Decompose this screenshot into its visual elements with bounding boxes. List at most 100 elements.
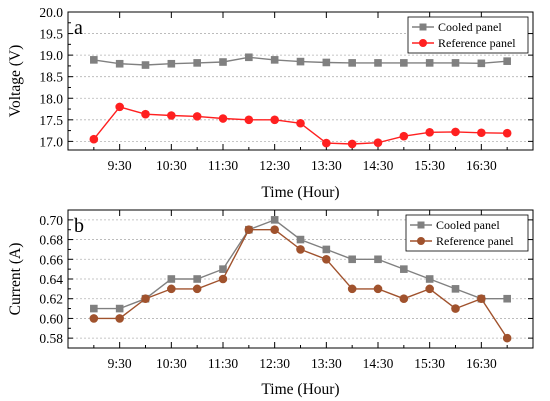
- y-tick-label: 17.0: [39, 134, 63, 149]
- legend-label: Cooled panel: [436, 218, 500, 232]
- data-point: [400, 265, 408, 273]
- data-point: [270, 225, 279, 235]
- x-tick-label: 15:30: [414, 158, 445, 173]
- data-point: [425, 59, 434, 67]
- x-tick-label: 16:30: [466, 356, 497, 371]
- panel-b: 0.58 0.60 0.62 0.64 0.66 0.68 0.70 9:30 10:30 11:…: [7, 209, 534, 398]
- data-point: [322, 138, 331, 148]
- data-point: [425, 128, 434, 137]
- legend-label: Reference panel: [436, 234, 514, 248]
- legend-label: Reference panel: [438, 36, 516, 50]
- y-tick-label: 19.0: [39, 48, 63, 63]
- data-point: [451, 59, 460, 67]
- legend-marker: [419, 39, 427, 47]
- data-point: [270, 115, 279, 125]
- series-cooled-panel: [90, 53, 511, 69]
- x-tick-label: 12:30: [259, 356, 290, 371]
- data-point: [296, 118, 305, 128]
- y-tick-label: 0.68: [39, 233, 63, 248]
- panel-label: b: [74, 215, 84, 237]
- data-point: [399, 294, 409, 304]
- data-point: [425, 275, 434, 283]
- data-point: [115, 304, 124, 313]
- data-point: [477, 294, 486, 304]
- data-point: [167, 59, 176, 68]
- legend-box: [407, 16, 529, 54]
- y-tick-label: 0.66: [39, 252, 63, 267]
- x-tick-label: 13:30: [311, 158, 342, 173]
- data-point: [502, 333, 512, 343]
- x-axis-title: Time (Hour): [261, 381, 339, 398]
- data-point: [503, 294, 511, 303]
- y-tick-label: 0.64: [39, 272, 63, 287]
- data-point: [192, 284, 202, 294]
- y-tick-label: 0.70: [39, 213, 63, 228]
- data-point: [296, 235, 305, 244]
- x-tick-label: 14:30: [363, 356, 394, 371]
- legend-label: Cooled panel: [438, 20, 502, 34]
- data-point: [374, 255, 382, 264]
- x-tick-label: 9:30: [108, 158, 132, 173]
- data-point: [89, 134, 99, 144]
- data-point: [141, 294, 150, 304]
- data-point: [374, 59, 382, 67]
- panel-label: a: [74, 17, 83, 39]
- data-point: [348, 59, 356, 67]
- y-tick-label: 0.58: [39, 331, 63, 346]
- data-point: [115, 314, 124, 323]
- data-point: [503, 57, 511, 65]
- series-reference-panel: [89, 225, 512, 343]
- data-point: [244, 115, 254, 125]
- x-tick-label: 13:30: [311, 356, 342, 371]
- legend-marker: [417, 221, 425, 229]
- data-point: [322, 254, 331, 264]
- y-tick-label: 17.5: [39, 113, 63, 128]
- data-point: [167, 275, 176, 283]
- data-point: [141, 109, 150, 119]
- data-point: [219, 265, 227, 273]
- x-tick-label: 11:30: [208, 356, 238, 371]
- data-point: [193, 275, 201, 283]
- data-point: [400, 59, 408, 67]
- data-point: [399, 131, 409, 141]
- series-reference-panel: [89, 102, 512, 149]
- data-point: [245, 53, 253, 62]
- data-point: [477, 128, 486, 138]
- x-tick-label: 14:30: [363, 158, 394, 173]
- data-point: [192, 112, 202, 121]
- data-point: [347, 139, 357, 149]
- y-axis-title: Voltage (V): [7, 45, 24, 117]
- data-point: [115, 102, 124, 112]
- data-point: [167, 111, 176, 120]
- data-point: [451, 304, 460, 313]
- data-point: [425, 284, 434, 294]
- data-point: [348, 255, 356, 264]
- data-point: [193, 59, 201, 67]
- data-point: [167, 284, 176, 294]
- data-point: [219, 58, 227, 66]
- data-point: [90, 304, 98, 313]
- data-point: [270, 56, 279, 64]
- data-point: [373, 138, 383, 147]
- data-point: [244, 225, 254, 235]
- x-tick-label: 10:30: [156, 356, 187, 371]
- x-tick-label: 15:30: [414, 356, 445, 371]
- data-point: [141, 61, 150, 69]
- legend-marker: [417, 237, 425, 245]
- x-tick-label: 10:30: [156, 158, 187, 173]
- y-tick-label: 19.5: [39, 27, 63, 42]
- data-point: [502, 128, 512, 138]
- y-tick-label: 18.0: [39, 91, 63, 106]
- x-tick-label: 16:30: [466, 158, 497, 173]
- legend: Cooled panel Reference panel: [407, 16, 529, 54]
- data-point: [451, 285, 460, 293]
- data-point: [451, 127, 460, 137]
- x-tick-label: 11:30: [208, 158, 238, 173]
- y-tick-label: 0.62: [39, 292, 63, 307]
- legend-box: [405, 214, 529, 252]
- y-tick-label: 18.5: [39, 70, 63, 85]
- data-point: [373, 284, 383, 294]
- plot-frame: [67, 209, 534, 349]
- legend: Cooled panel Reference panel: [405, 214, 529, 252]
